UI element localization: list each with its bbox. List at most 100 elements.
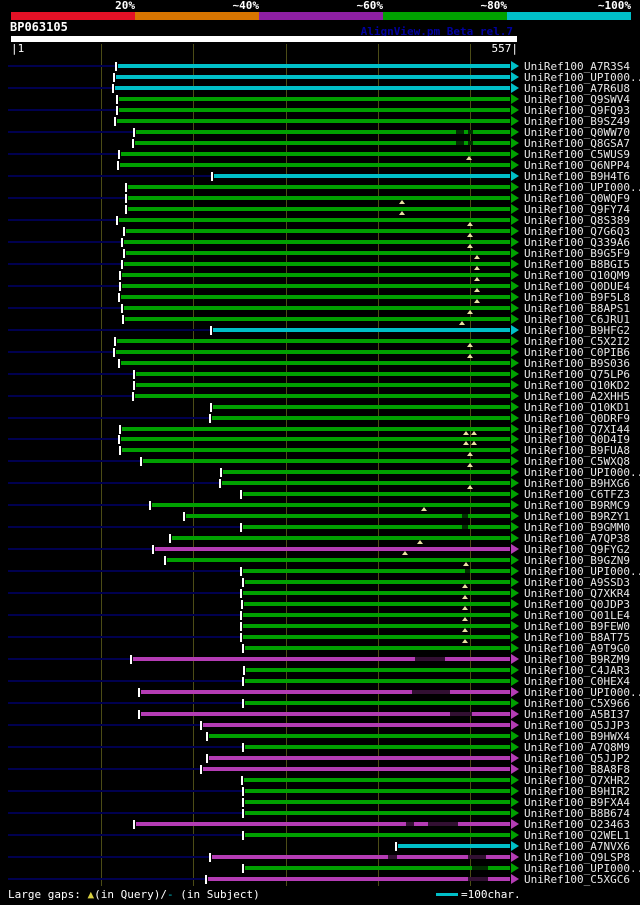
alignment-bar[interactable] [136, 371, 510, 376]
hit-label[interactable]: UniRef100_B9HFG2 [524, 323, 630, 337]
alignment-bar[interactable] [245, 789, 510, 793]
alignment-bar[interactable] [398, 843, 510, 848]
alignment-row[interactable]: UniRef100_B9HXG6 [0, 477, 640, 491]
hit-label[interactable]: UniRef100_B9RZY1 [524, 510, 630, 524]
alignment-row[interactable]: UniRef100_Q8S389 [0, 213, 640, 227]
hit-label[interactable]: UniRef100_C5WUS9 [524, 147, 630, 161]
hit-label[interactable]: UniRef100_B9G5F9 [524, 246, 630, 260]
alignment-row[interactable]: UniRef100_C5WXQ8 [0, 455, 640, 469]
alignment-bar[interactable] [243, 624, 510, 629]
alignment-row[interactable]: UniRef100_C5X966 [0, 698, 640, 709]
alignment-row[interactable]: UniRef100_C0HEX4 [0, 676, 640, 687]
hit-label[interactable]: UniRef100_UPI000.. [524, 466, 640, 480]
hit-label[interactable]: UniRef100_B9S036 [524, 356, 630, 370]
alignment-bar[interactable] [212, 854, 510, 859]
alignment-row[interactable]: UniRef100_C6TFZ3 [0, 489, 640, 500]
hit-label[interactable]: UniRef100_A9SSD3 [524, 576, 630, 590]
alignment-bar[interactable] [128, 206, 510, 211]
alignment-bar[interactable] [122, 283, 510, 288]
alignment-row[interactable]: UniRef100_B9G5F9 [0, 246, 640, 260]
hit-label[interactable]: UniRef100_C0PIB6 [524, 345, 630, 359]
alignment-row[interactable]: UniRef100_B9GMM0 [0, 522, 640, 533]
alignment-row[interactable]: UniRef100_C5X2I2 [0, 335, 640, 347]
alignment-bar[interactable] [136, 382, 510, 387]
alignment-row[interactable]: UniRef100_B9GZN9 [0, 554, 640, 568]
hit-label[interactable]: UniRef100_Q2WEL1 [524, 828, 630, 842]
hit-label[interactable]: UniRef100_Q75LP6 [524, 367, 630, 381]
hit-label[interactable]: UniRef100_A5BI37 [524, 708, 630, 722]
alignment-bar[interactable] [136, 821, 510, 826]
alignment-row[interactable]: UniRef100_Q7XHR2 [0, 775, 640, 786]
alignment-bar[interactable] [245, 832, 510, 837]
hit-label[interactable]: UniRef100_Q8GSA7 [524, 136, 630, 150]
alignment-row[interactable]: UniRef100_B8AT75 [0, 631, 640, 645]
alignment-row[interactable]: UniRef100_B9HIR2 [0, 786, 640, 797]
alignment-row[interactable]: UniRef100_Q10QM9 [0, 269, 640, 281]
alignment-bar[interactable] [133, 657, 510, 662]
alignment-bar[interactable] [245, 580, 510, 585]
hit-label[interactable]: UniRef100_Q9LSP8 [524, 850, 630, 864]
hit-label[interactable]: UniRef100_Q7XI44 [524, 422, 630, 436]
alignment-bar[interactable] [115, 85, 510, 90]
hit-label[interactable]: UniRef100_B9HWX4 [524, 730, 630, 744]
alignment-row[interactable]: UniRef100_Q10KD2 [0, 378, 640, 392]
hit-label[interactable]: UniRef100_B8AT75 [524, 631, 630, 645]
alignment-row[interactable]: UniRef100_A2XHH5 [0, 389, 640, 403]
alignment-row[interactable]: UniRef100_Q7XKR4 [0, 588, 640, 600]
hit-label[interactable]: UniRef100_Q339A6 [524, 235, 630, 249]
hit-label[interactable]: UniRef100_B9HXG6 [524, 477, 630, 491]
alignment-bar[interactable] [245, 646, 510, 651]
hit-label[interactable]: UniRef100_Q6NPP4 [524, 158, 630, 172]
hit-label[interactable]: UniRef100_C6JRU1 [524, 312, 630, 326]
alignment-row[interactable]: UniRef100_B8A8F8 [0, 764, 640, 775]
alignment-bar[interactable] [245, 701, 510, 706]
alignment-bar[interactable] [243, 613, 510, 618]
hit-label[interactable]: UniRef100_Q9FYG2 [524, 543, 630, 557]
alignment-bar[interactable] [243, 635, 510, 640]
alignment-bar[interactable] [124, 239, 510, 244]
hit-label[interactable]: UniRef100_Q9FQ93 [524, 103, 630, 117]
alignment-bar[interactable] [135, 140, 510, 145]
alignment-row[interactable]: UniRef100_UPI000.. [0, 566, 640, 577]
alignment-row[interactable]: UniRef100_Q0JDP3 [0, 598, 640, 612]
hit-label[interactable]: UniRef100_UPI000.. [524, 686, 640, 700]
hit-label[interactable]: UniRef100_Q5JJP3 [524, 719, 630, 733]
alignment-bar[interactable] [245, 810, 510, 815]
alignment-row[interactable]: UniRef100_Q5JJP2 [0, 753, 640, 764]
alignment-bar[interactable] [124, 261, 510, 266]
hit-label[interactable]: UniRef100_C4JAR3 [524, 664, 630, 678]
hit-label[interactable]: UniRef100_A9T9G0 [524, 642, 630, 656]
alignment-row[interactable]: UniRef100_Q75LP6 [0, 367, 640, 381]
hit-label[interactable]: UniRef100_B9H4T6 [524, 169, 630, 183]
alignment-bar[interactable] [213, 404, 510, 409]
hit-label[interactable]: UniRef100_Q10KD2 [524, 378, 630, 392]
alignment-row[interactable]: UniRef100_C5WUS9 [0, 147, 640, 161]
alignment-bar[interactable] [126, 250, 510, 255]
alignment-bar[interactable] [136, 129, 510, 134]
alignment-bar[interactable] [209, 734, 510, 739]
alignment-row[interactable]: UniRef100_Q0WQF9 [0, 192, 640, 204]
alignment-bar[interactable] [121, 437, 510, 442]
alignment-bar[interactable] [119, 107, 510, 112]
hit-label[interactable]: UniRef100_B9GZN9 [524, 554, 630, 568]
alignment-row[interactable]: UniRef100_A5BI37 [0, 709, 640, 720]
alignment-row[interactable]: UniRef100_B9F5L8 [0, 291, 640, 303]
hit-label[interactable]: UniRef100_C5WXQ8 [524, 455, 630, 469]
hit-label[interactable]: UniRef100_Q0WW70 [524, 125, 630, 139]
hit-label[interactable]: UniRef100_A2XHH5 [524, 389, 630, 403]
alignment-row[interactable]: UniRef100_B9SZ49 [0, 115, 640, 127]
hit-label[interactable]: UniRef100_Q7G6Q3 [524, 224, 630, 238]
alignment-bar[interactable] [167, 558, 510, 563]
hit-label[interactable]: UniRef100_Q8S389 [524, 213, 630, 227]
alignment-bar[interactable] [172, 536, 510, 541]
alignment-row[interactable]: UniRef100_B9FUA8 [0, 445, 640, 457]
hit-label[interactable]: UniRef100_Q0D4I9 [524, 433, 630, 447]
alignment-bar[interactable] [128, 184, 510, 189]
hit-label[interactable]: UniRef100_Q0JDP3 [524, 598, 630, 612]
alignment-row[interactable]: UniRef100_Q2WEL1 [0, 828, 640, 842]
hit-label[interactable]: UniRef100_Q5JJP2 [524, 752, 630, 766]
hit-label[interactable]: UniRef100_C0HEX4 [524, 675, 630, 689]
hit-label[interactable]: UniRef100_C6TFZ3 [524, 488, 630, 502]
alignment-row[interactable]: UniRef100_B8B674 [0, 807, 640, 819]
alignment-row[interactable]: UniRef100_C5XGC6 [0, 873, 640, 885]
